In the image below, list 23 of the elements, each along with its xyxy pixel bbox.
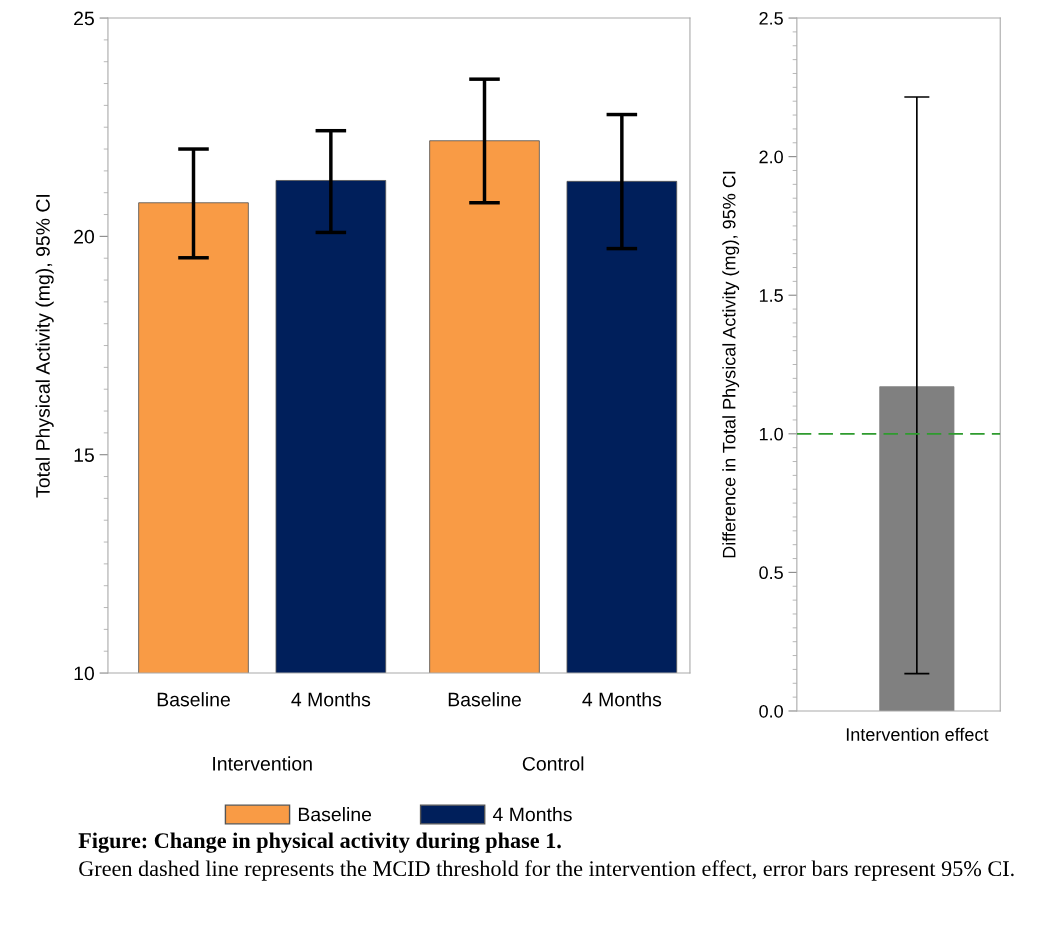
- y-tick-label: 25: [74, 11, 94, 26]
- y-tick-label: 2.0: [759, 150, 783, 164]
- y-tick-label: 20: [74, 229, 94, 244]
- legend-label: Baseline: [298, 807, 372, 822]
- x-tick-label: Intervention: [213, 756, 312, 771]
- x-tick-label: Control: [522, 756, 584, 771]
- y-axis-title: Total Physical Activity (mg), 95% CI: [35, 194, 54, 498]
- text: Figure: Change in physical activity during phase 1.: [78, 832, 561, 853]
- y-tick-label: 2.5: [759, 11, 783, 25]
- text: Baseline: [448, 692, 521, 707]
- y-tick-label: 1.5: [759, 289, 783, 302]
- y-tick-label: 10: [74, 666, 94, 681]
- legend-label: 4 Months: [492, 807, 572, 822]
- y-tick-label: 15: [74, 448, 94, 462]
- text: Baseline: [157, 692, 230, 707]
- y-tick-label: 0.5: [759, 566, 783, 580]
- text: 4 Months: [582, 692, 662, 707]
- y-tick-label: 1.0: [759, 427, 783, 441]
- y-axis-title: Difference in Total Physical Activity (mg), 95% CI: [722, 171, 740, 558]
- x-tick-label: Intervention effect: [846, 727, 989, 741]
- text: 4 Months: [291, 692, 371, 707]
- text: Green dashed line represents the MCID threshold for the intervention effect, error bars represent 95% CI.: [79, 860, 1014, 881]
- y-tick-label: 0.0: [759, 704, 783, 718]
